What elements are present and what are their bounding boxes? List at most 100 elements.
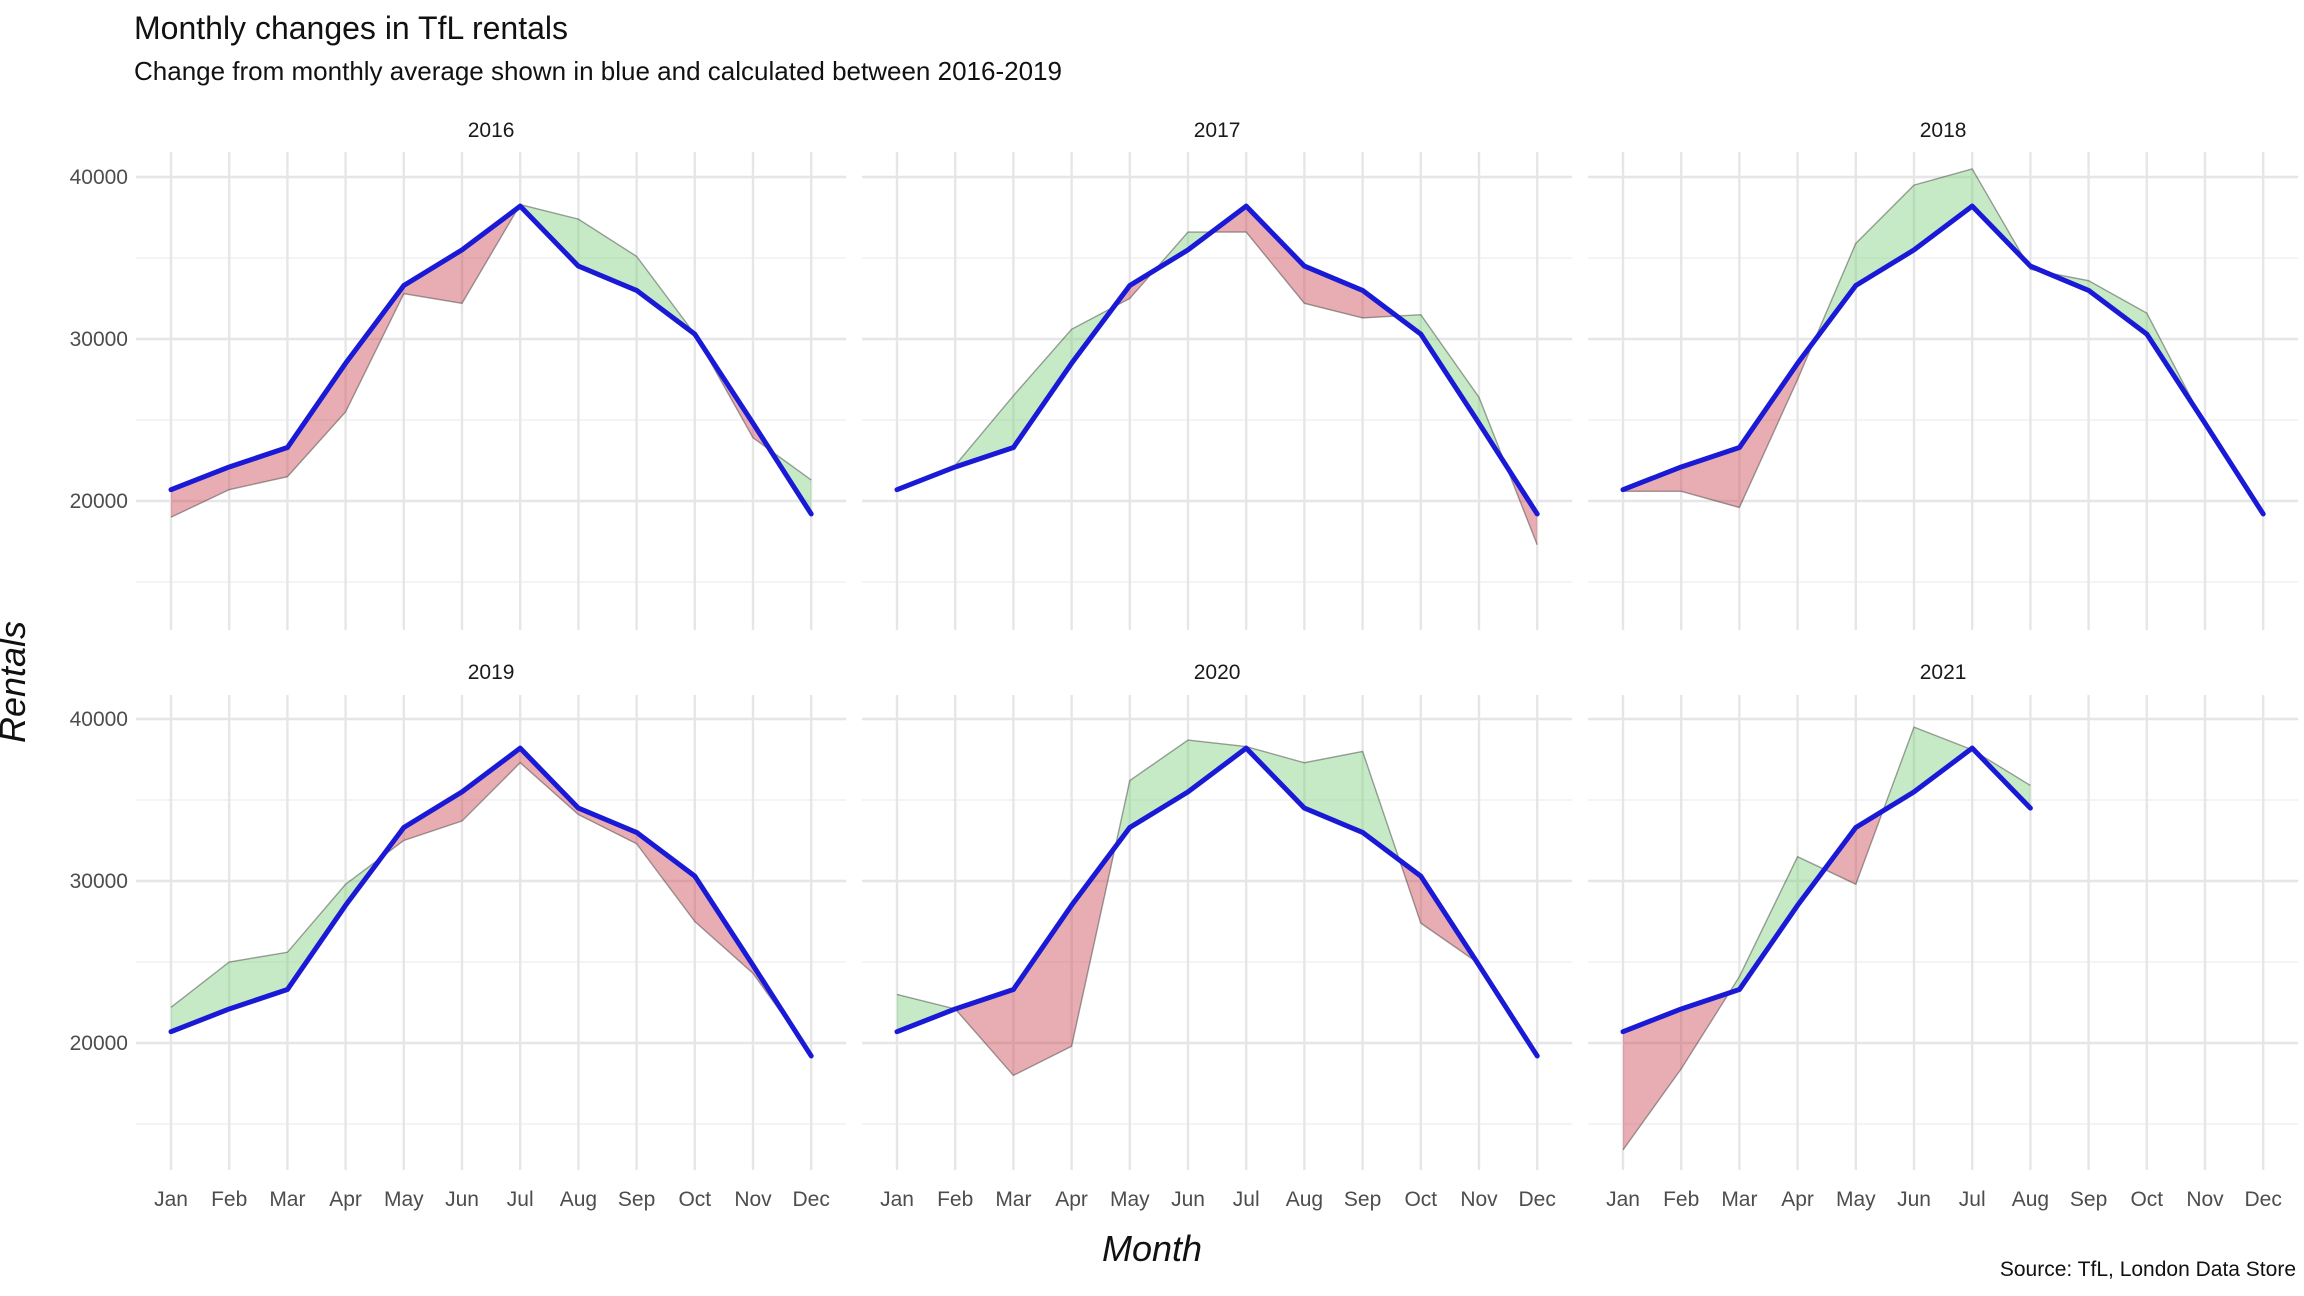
y-tick-label: 20000 xyxy=(70,490,128,513)
above-average-area xyxy=(2146,313,2201,417)
x-tick-label: Sep xyxy=(618,1188,655,1211)
year-values-line xyxy=(896,231,1538,545)
below-average-area xyxy=(1071,846,1116,1047)
below-average-area xyxy=(578,808,637,844)
x-tick-label: Jun xyxy=(1897,1188,1931,1211)
below-average-area xyxy=(694,334,753,438)
y-tick-label: 30000 xyxy=(70,328,128,351)
source-caption: Source: TfL, London Data Store xyxy=(1999,1258,2296,1281)
x-tick-label: Nov xyxy=(2186,1188,2224,1211)
x-tick-label: Apr xyxy=(329,1188,362,1211)
x-tick-label: May xyxy=(384,1188,424,1211)
year-values-line xyxy=(1623,168,2264,516)
below-average-area xyxy=(1739,363,1798,508)
facet-strip-label: 2016 xyxy=(468,119,515,142)
above-average-area xyxy=(1362,751,1400,861)
above-average-area xyxy=(955,395,1014,467)
above-average-area xyxy=(1972,168,2026,262)
above-average-area xyxy=(897,994,956,1032)
below-average-area xyxy=(1399,860,1421,924)
below-average-area xyxy=(229,447,288,490)
below-average-area xyxy=(171,466,230,518)
below-average-area xyxy=(1797,341,1814,380)
x-tick-label: Jul xyxy=(507,1188,534,1211)
monthly-average-line xyxy=(168,745,814,1059)
x-tick-label: Aug xyxy=(1286,1188,1323,1211)
below-average-area xyxy=(1855,810,1883,885)
above-average-area xyxy=(1882,727,1914,811)
below-average-area xyxy=(345,285,404,412)
above-average-area xyxy=(1013,329,1072,448)
below-average-area xyxy=(1013,905,1072,1076)
facet-strip-label: 2018 xyxy=(1920,119,1967,142)
x-tick-label: Oct xyxy=(1404,1188,1437,1211)
below-average-area xyxy=(1304,266,1363,318)
monthly-average-line xyxy=(894,203,1540,517)
year-values-line xyxy=(1622,726,2031,1151)
above-average-area xyxy=(287,884,346,990)
above-average-area xyxy=(636,256,695,335)
y-tick-label: 40000 xyxy=(70,166,128,189)
below-average-area xyxy=(1129,270,1155,299)
above-average-area xyxy=(1914,727,1971,792)
monthly-average-line xyxy=(1620,203,2266,517)
x-tick-label: Oct xyxy=(2130,1188,2163,1211)
x-tick-label: Jul xyxy=(1959,1188,1986,1211)
facet-strip-label: 2021 xyxy=(1920,661,1967,684)
below-average-area xyxy=(955,989,1014,1076)
below-average-area xyxy=(287,363,346,477)
y-tick-label: 20000 xyxy=(70,1032,128,1055)
above-average-area xyxy=(578,219,637,291)
x-tick-label: Nov xyxy=(1460,1188,1498,1211)
x-tick-label: Sep xyxy=(1344,1188,1381,1211)
x-tick-label: Dec xyxy=(1519,1188,1556,1211)
above-average-area xyxy=(1420,314,1479,424)
facet-panel-2017: 2017 xyxy=(862,119,1573,630)
facet-strip-label: 2019 xyxy=(468,661,515,684)
x-tick-label: May xyxy=(1836,1188,1876,1211)
y-tick-label: 40000 xyxy=(70,708,128,731)
x-tick-label: Apr xyxy=(1055,1188,1088,1211)
x-tick-label: Mar xyxy=(995,1188,1031,1211)
x-tick-label: Jan xyxy=(1606,1188,1640,1211)
chart-subtitle: Change from monthly average shown in blu… xyxy=(134,56,1062,86)
chart-title: Monthly changes in TfL rentals xyxy=(134,10,569,46)
above-average-area xyxy=(1154,232,1188,271)
facet-panel-2016: 2016 20000 30000 40000 xyxy=(70,119,847,630)
x-axis-title: Month xyxy=(1101,1228,1203,1269)
x-tick-label: Aug xyxy=(2012,1188,2049,1211)
below-average-area xyxy=(1505,464,1538,545)
x-tick-label: May xyxy=(1110,1188,1150,1211)
x-tick-label: Aug xyxy=(560,1188,597,1211)
above-average-area xyxy=(229,952,288,1009)
below-average-area xyxy=(462,748,521,822)
facet-strip-label: 2017 xyxy=(1194,119,1241,142)
above-average-area xyxy=(1479,397,1506,465)
below-average-area xyxy=(636,832,695,922)
x-tick-label: Feb xyxy=(937,1188,973,1211)
below-average-area xyxy=(1681,992,1730,1069)
x-tick-label: Oct xyxy=(678,1188,711,1211)
x-tick-label: Jan xyxy=(154,1188,188,1211)
below-average-area xyxy=(403,791,462,841)
below-average-area xyxy=(1246,206,1305,304)
above-average-area xyxy=(1129,740,1188,828)
monthly-average-line xyxy=(168,203,814,517)
year-values-line xyxy=(896,739,1538,1077)
year-values-line xyxy=(170,761,812,1055)
x-tick-label: Feb xyxy=(211,1188,247,1211)
x-tick-label: Sep xyxy=(2070,1188,2107,1211)
x-tick-label: Feb xyxy=(1663,1188,1699,1211)
x-tick-label: Apr xyxy=(1781,1188,1814,1211)
monthly-average-line xyxy=(1620,745,2033,1035)
facet-panel-2020: 2020 Jan Feb Mar Apr May Jun Jul Aug Sep Oct Nov Dec xyxy=(862,661,1573,1211)
facet-strip-label: 2020 xyxy=(1194,661,1241,684)
x-tick-label: Dec xyxy=(2245,1188,2282,1211)
above-average-area xyxy=(1739,856,1798,990)
x-tick-label: Jun xyxy=(445,1188,479,1211)
x-tick-label: Nov xyxy=(734,1188,772,1211)
above-average-area xyxy=(1914,168,1973,250)
x-tick-label: Jan xyxy=(880,1188,914,1211)
below-average-area xyxy=(1623,1008,1682,1150)
facet-panel-2019: 2019 20000 30000 40000 Jan Feb Mar Apr May Jun Jul… xyxy=(70,661,847,1211)
